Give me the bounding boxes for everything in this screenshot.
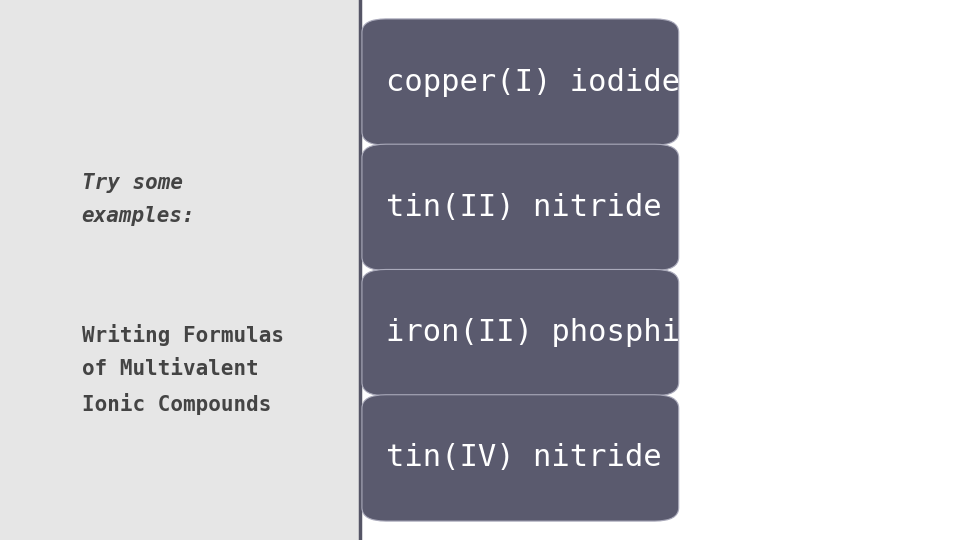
FancyBboxPatch shape: [362, 269, 679, 396]
Text: tin(II) nitride: tin(II) nitride: [386, 193, 661, 222]
FancyBboxPatch shape: [362, 395, 679, 521]
Text: Try some
examples:: Try some examples:: [82, 173, 195, 226]
Text: iron(II) phosphide: iron(II) phosphide: [386, 318, 717, 347]
Text: tin(IV) nitride: tin(IV) nitride: [386, 443, 661, 472]
Text: Writing Formulas
of Multivalent
Ionic Compounds: Writing Formulas of Multivalent Ionic Co…: [82, 324, 283, 415]
Text: copper(I) iodide: copper(I) iodide: [386, 68, 680, 97]
FancyBboxPatch shape: [0, 0, 360, 540]
FancyBboxPatch shape: [362, 144, 679, 271]
FancyBboxPatch shape: [362, 19, 679, 145]
